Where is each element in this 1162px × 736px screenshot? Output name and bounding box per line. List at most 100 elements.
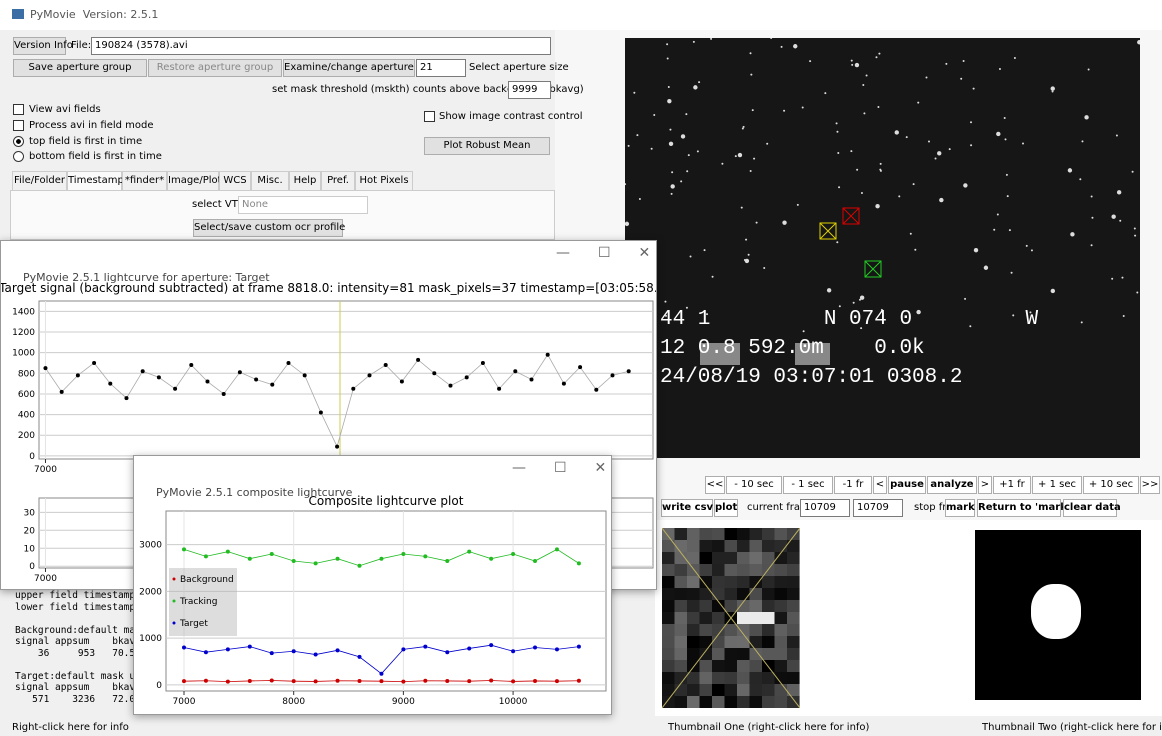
pixel	[750, 624, 763, 636]
pixel	[662, 564, 675, 576]
pixel	[750, 528, 763, 540]
tab[interactable]: Timestamp	[67, 171, 122, 191]
legend-marker	[173, 622, 176, 625]
checkbox[interactable]	[13, 120, 24, 131]
pixel	[787, 696, 800, 708]
pixel	[725, 624, 738, 636]
nav-button[interactable]: -1 fr	[834, 476, 872, 494]
point	[489, 643, 493, 647]
thumbnail-two-label[interactable]: Thumbnail Two (right-click here for info…	[982, 722, 1162, 733]
tab[interactable]: Pref.	[321, 171, 355, 191]
nav-button[interactable]: <	[873, 476, 887, 494]
point	[336, 557, 340, 561]
examine-button[interactable]: Examine/change aperture settings	[283, 59, 415, 77]
mask-threshold[interactable]: 9999	[508, 81, 551, 99]
star	[1117, 190, 1121, 194]
nav-button[interactable]: + 1 sec	[1032, 476, 1082, 494]
thumbnail-one-label[interactable]: Thumbnail One (right-click here for info…	[668, 722, 869, 733]
ocr-profile-button[interactable]: Select/save custom ocr profile	[193, 219, 343, 237]
pixel	[787, 552, 800, 564]
star	[1011, 272, 1013, 274]
nav-button[interactable]: analyze	[927, 476, 977, 494]
pixel	[775, 624, 788, 636]
star	[914, 249, 916, 251]
robust-mean-button[interactable]: Plot Robust Mean	[424, 137, 550, 155]
pixel	[700, 612, 713, 624]
point	[445, 650, 449, 654]
star	[860, 296, 864, 300]
nav-button[interactable]: <<	[705, 476, 725, 494]
pixel	[725, 684, 738, 696]
star	[910, 233, 912, 235]
tab[interactable]: Hot Pixels	[355, 171, 413, 191]
point	[43, 366, 47, 370]
point	[401, 680, 405, 684]
point	[238, 370, 242, 374]
point	[467, 550, 471, 554]
star	[880, 170, 882, 172]
point	[157, 375, 161, 379]
tab[interactable]: *finder*	[122, 171, 167, 191]
return-mark[interactable]: Return to 'mark'	[977, 499, 1061, 517]
save-aperture-button[interactable]: Save aperture group	[13, 59, 147, 77]
star	[898, 195, 900, 197]
nav-button[interactable]: >	[978, 476, 992, 494]
tab[interactable]: Help	[289, 171, 321, 191]
point	[533, 646, 537, 650]
pixel	[687, 684, 700, 696]
y-tick-label: 0	[156, 681, 162, 691]
tab[interactable]: Image/Plot	[167, 171, 219, 191]
radio[interactable]	[13, 151, 24, 162]
point	[292, 679, 296, 683]
point	[270, 678, 274, 682]
point	[286, 361, 290, 365]
version-button[interactable]: Version Info	[13, 37, 66, 55]
nav-button[interactable]: - 1 sec	[783, 476, 833, 494]
plot[interactable]: plot	[714, 499, 738, 517]
point	[555, 547, 559, 551]
star	[875, 56, 877, 58]
pixel	[737, 588, 750, 600]
star	[738, 153, 742, 157]
point	[533, 559, 537, 563]
pixel	[675, 660, 688, 672]
star	[783, 110, 785, 112]
nav-button[interactable]: pause	[888, 476, 926, 494]
star	[712, 276, 714, 278]
write-csv[interactable]: write csv	[661, 499, 713, 517]
nav-button[interactable]: - 10 sec	[726, 476, 782, 494]
point	[577, 561, 581, 565]
point	[555, 647, 559, 651]
star	[704, 249, 706, 251]
star	[878, 53, 880, 55]
star	[1091, 217, 1093, 219]
file-name[interactable]: 190824 (3578).avi	[91, 37, 551, 55]
nav-button[interactable]: + 10 sec	[1083, 476, 1139, 494]
pixel	[775, 684, 788, 696]
nav-button[interactable]: +1 fr	[993, 476, 1031, 494]
clear[interactable]: clear data	[1063, 499, 1117, 517]
pixel	[700, 528, 713, 540]
pixel	[700, 624, 713, 636]
checkbox[interactable]	[424, 111, 435, 122]
mark[interactable]: mark	[945, 499, 975, 517]
star	[1119, 220, 1121, 222]
point	[204, 554, 208, 558]
aperture-size[interactable]: 21	[416, 59, 466, 77]
radio[interactable]	[13, 136, 24, 147]
pixel	[737, 540, 750, 552]
tab[interactable]: Misc.	[251, 171, 289, 191]
current-frame[interactable]: 10709	[800, 499, 850, 517]
log-line: Background:default mas	[15, 625, 147, 637]
pixel	[737, 552, 750, 564]
stop-frame-value[interactable]: 10709	[853, 499, 903, 517]
log-line: upper field timestamp:	[15, 590, 147, 602]
star	[917, 102, 919, 104]
tab[interactable]: File/Folder	[12, 171, 67, 191]
star	[809, 60, 811, 62]
radio-label: bottom field is first in time	[29, 151, 162, 162]
tab[interactable]: WCS	[219, 171, 251, 191]
checkbox[interactable]	[13, 104, 24, 115]
x-tick-label: 7000	[34, 465, 57, 475]
nav-button[interactable]: >>	[1140, 476, 1160, 494]
